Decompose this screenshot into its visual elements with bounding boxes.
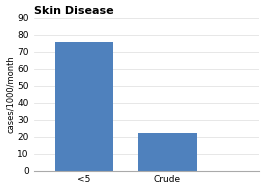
Y-axis label: cases/1000/month: cases/1000/month <box>6 55 15 133</box>
Text: Skin Disease: Skin Disease <box>34 6 113 16</box>
Bar <box>138 133 197 171</box>
Bar <box>55 41 113 171</box>
